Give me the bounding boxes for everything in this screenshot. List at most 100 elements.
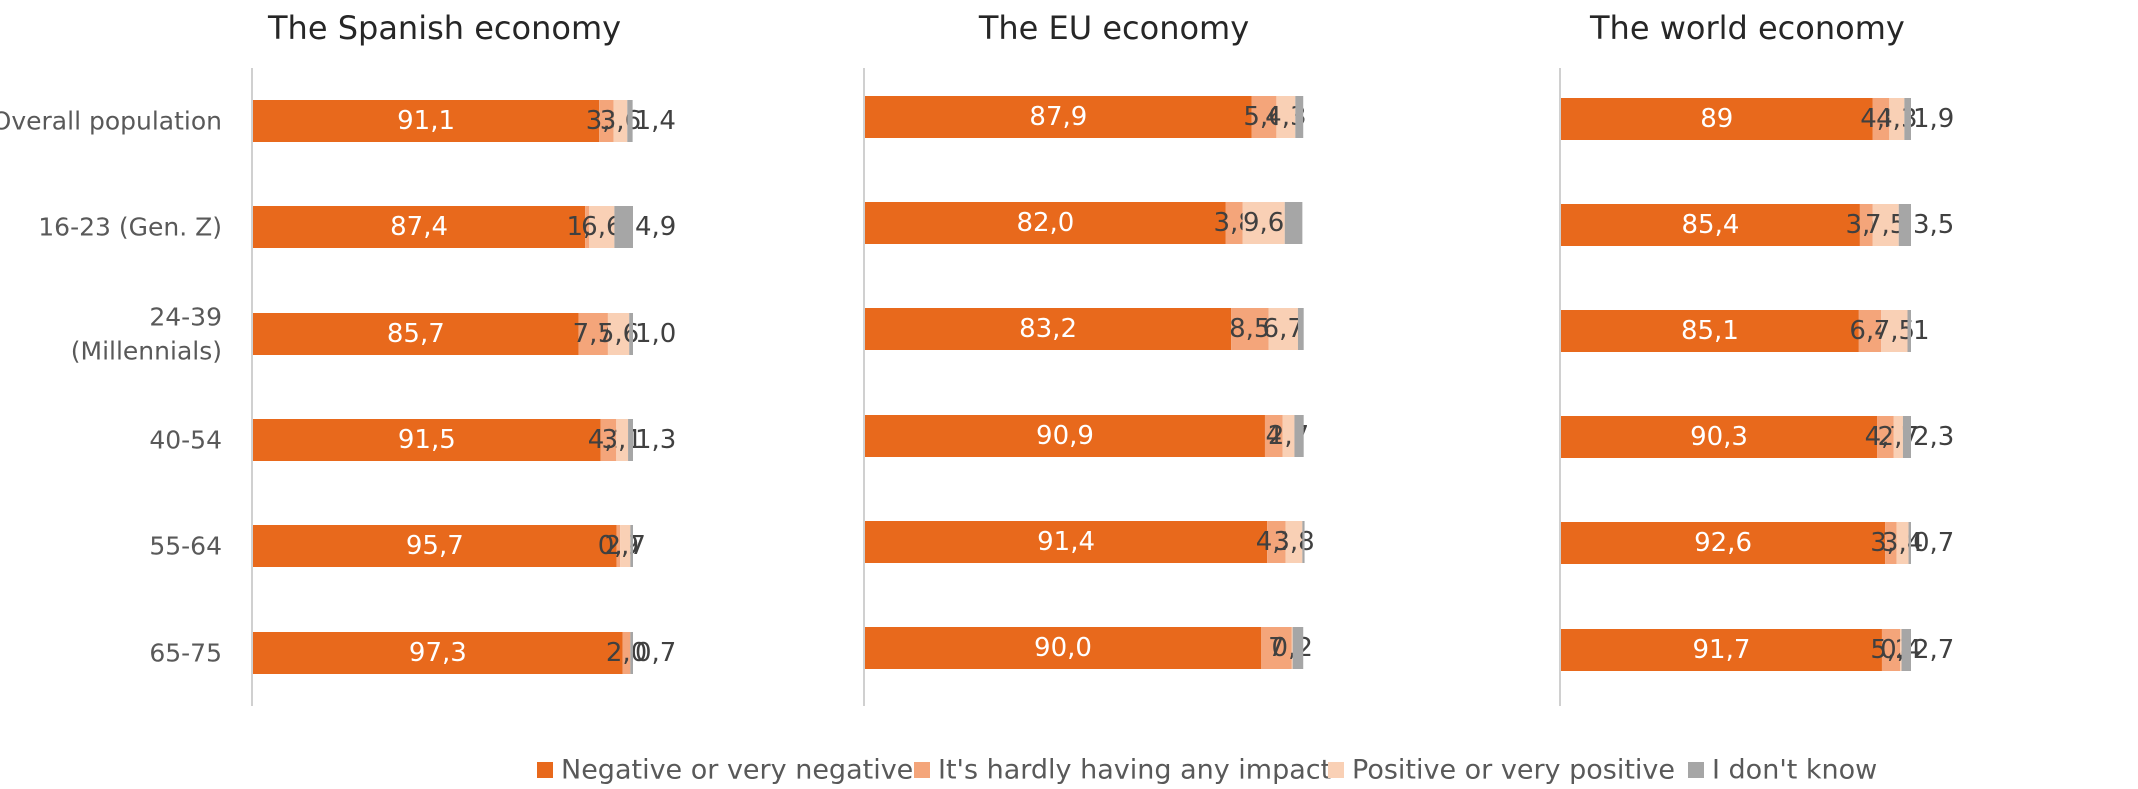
row-label-1: 16-23 (Gen. Z) — [38, 213, 222, 242]
data-label-p1-r4-s2: 3,8 — [1273, 527, 1314, 557]
bar-p1-r2-s1 — [1231, 308, 1269, 350]
data-label-p0-r0-s0: 91,1 — [397, 106, 455, 136]
data-label-p1-r0-s0: 87,9 — [1029, 102, 1087, 132]
bar-p2-r0-s3 — [1904, 98, 1911, 140]
bar-p1-r3-s3 — [1294, 415, 1304, 457]
bar-p0-r2-s0 — [253, 313, 579, 355]
bar-p2-r5-s3 — [1901, 629, 1911, 671]
row-label-2-line-0: 24-39 — [149, 303, 222, 332]
data-label-p0-r2-s0: 85,7 — [387, 319, 445, 349]
data-label-p1-r2-s1: 8,5 — [1229, 314, 1270, 344]
bar-p0-r2-s1 — [578, 313, 608, 355]
bar-p2-r0-s0 — [1561, 98, 1873, 140]
data-label-p2-r3-s3: 2,3 — [1913, 422, 1954, 452]
data-label-p0-r5-s1: 2,0 — [606, 638, 647, 668]
bar-p1-r4-s2 — [1285, 521, 1303, 563]
bar-p1-r1-s3 — [1284, 202, 1303, 244]
bar-p1-r5-s1 — [1261, 627, 1292, 669]
bar-p0-r0-s3 — [627, 100, 633, 142]
bar-p2-r1-s0 — [1561, 204, 1860, 246]
bar-p1-r5-s3 — [1292, 627, 1304, 669]
bar-p1-r3-s0 — [865, 415, 1265, 457]
data-label-p2-r5-s0: 91,7 — [1693, 635, 1751, 665]
bar-p0-r0-s2 — [613, 100, 628, 142]
data-label-p2-r5-s3: 2,7 — [1913, 635, 1954, 665]
bar-p1-r4-s0 — [865, 521, 1268, 563]
data-label-p0-r4-s2: 2,7 — [605, 531, 646, 561]
data-label-p0-r2-s1: 7,7 — [573, 319, 614, 349]
bar-p1-r3-s2 — [1282, 415, 1295, 457]
bar-p1-r5-s2 — [1291, 627, 1293, 669]
bar-p1-r2-s3 — [1297, 308, 1304, 350]
data-label-p1-r3-s1: 4 — [1265, 421, 1282, 451]
bar-p0-r3-s3 — [628, 419, 633, 461]
bar-p2-r3-s3 — [1902, 416, 1911, 458]
bar-p2-r2-s0 — [1561, 310, 1859, 352]
bar-p0-r1-s3 — [614, 206, 633, 248]
bar-p1-r0-s1 — [1251, 96, 1277, 138]
bar-p2-r3-s0 — [1561, 416, 1878, 458]
legend-swatch-1 — [914, 762, 930, 778]
panel-title-2: The world economy — [1589, 9, 1905, 47]
panel-title-1: The EU economy — [978, 9, 1249, 47]
bar-p0-r5-s0 — [253, 632, 623, 674]
data-label-p0-r2-s2: 5,6 — [598, 319, 639, 349]
data-label-p1-r3-s0: 90,9 — [1036, 421, 1094, 451]
bar-p2-r5-s0 — [1561, 629, 1882, 671]
data-label-p0-r3-s2: 3,1 — [601, 425, 642, 455]
bar-p1-r0-s0 — [865, 96, 1252, 138]
bar-p1-r0-s2 — [1276, 96, 1296, 138]
row-label-3: 40-54 — [149, 426, 222, 455]
data-label-p0-r3-s0: 91,5 — [398, 425, 456, 455]
data-label-p2-r4-s3: 0,7 — [1913, 528, 1954, 558]
bar-p1-r1-s2 — [1242, 202, 1285, 244]
bar-p0-r2-s3 — [629, 313, 633, 355]
bar-p0-r5-s3 — [630, 632, 633, 674]
data-label-p2-r3-s2: 2,7 — [1878, 422, 1919, 452]
legend-label-1: It's hardly having any impact — [938, 755, 1331, 786]
bar-p1-r2-s0 — [865, 308, 1232, 350]
bar-p1-r1-s0 — [865, 202, 1226, 244]
data-label-p2-r4-s0: 92,6 — [1694, 528, 1752, 558]
bar-p1-r4-s3 — [1302, 521, 1305, 563]
data-label-p1-r5-s0: 90,0 — [1034, 633, 1092, 663]
data-label-p1-r5-s2: 0,2 — [1272, 633, 1313, 663]
data-label-p1-r4-s0: 91,4 — [1037, 527, 1095, 557]
bar-p2-r2-s1 — [1858, 310, 1882, 352]
bar-p0-r3-s1 — [600, 419, 617, 461]
bar-p2-r1-s2 — [1872, 204, 1899, 246]
data-label-p0-r5-s3: 0,7 — [635, 638, 676, 668]
bar-p2-r4-s1 — [1885, 522, 1897, 564]
bar-p2-r0-s2 — [1889, 98, 1905, 140]
data-label-p2-r0-s0: 89 — [1700, 104, 1733, 134]
row-label-4: 55-64 — [149, 532, 222, 561]
data-label-p0-r1-s3: 4,9 — [635, 212, 676, 242]
bar-p2-r0-s1 — [1872, 98, 1890, 140]
bar-p2-r1-s3 — [1898, 204, 1911, 246]
data-label-p1-r2-s2: 6,7 — [1263, 314, 1304, 344]
bar-p2-r1-s1 — [1859, 204, 1873, 246]
legend-swatch-3 — [1688, 762, 1704, 778]
data-label-p2-r2-s3: 1 — [1913, 316, 1930, 346]
bar-p2-r4-s3 — [1908, 522, 1911, 564]
data-label-p2-r3-s0: 90,3 — [1690, 422, 1748, 452]
bar-p1-r0-s3 — [1295, 96, 1304, 138]
bar-p0-r1-s1 — [585, 206, 590, 248]
legend-label-0: Negative or very negative — [561, 755, 913, 786]
bar-p2-r5-s1 — [1881, 629, 1901, 671]
data-label-p2-r0-s3: 1,9 — [1913, 104, 1954, 134]
bar-p2-r3-s2 — [1893, 416, 1903, 458]
data-label-p0-r1-s0: 87,4 — [390, 212, 448, 242]
bar-p2-r5-s2 — [1900, 629, 1902, 671]
bar-p2-r3-s1 — [1877, 416, 1894, 458]
data-label-p2-r2-s0: 85,1 — [1681, 316, 1739, 346]
bar-p1-r1-s1 — [1225, 202, 1243, 244]
data-label-p1-r1-s0: 82,0 — [1016, 208, 1074, 238]
bar-p2-r4-s0 — [1561, 522, 1886, 564]
bar-p1-r3-s1 — [1264, 415, 1283, 457]
data-label-p0-r0-s3: 1,4 — [635, 106, 676, 136]
bar-p0-r0-s1 — [599, 100, 614, 142]
bar-p0-r1-s2 — [589, 206, 615, 248]
